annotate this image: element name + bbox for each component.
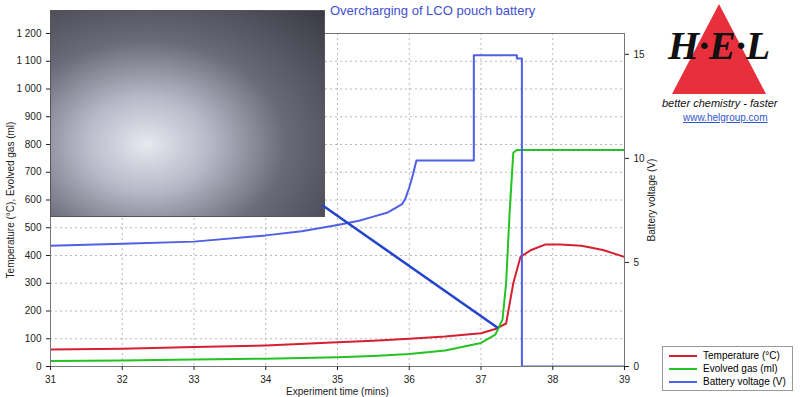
svg-text:1 000: 1 000 <box>16 83 41 94</box>
svg-text:15: 15 <box>634 49 646 60</box>
svg-text:0: 0 <box>36 361 42 372</box>
svg-text:36: 36 <box>404 374 416 385</box>
svg-text:5: 5 <box>634 257 640 268</box>
svg-text:Experiment time (mins): Experiment time (mins) <box>286 386 389 397</box>
svg-text:34: 34 <box>260 374 272 385</box>
html-text:better chemistry - faster: better chemistry - faster <box>662 97 778 109</box>
svg-text:600: 600 <box>25 194 42 205</box>
svg-text:0: 0 <box>634 361 640 372</box>
svg-text:900: 900 <box>25 111 42 122</box>
svg-text:200: 200 <box>25 305 42 316</box>
html-text:Overcharging of LCO pouch batt: Overcharging of LCO pouch battery <box>330 3 536 18</box>
html-text:Temperature (°C): Temperature (°C) <box>703 350 780 361</box>
svg-text:32: 32 <box>117 374 129 385</box>
svg-text:Temperature (°C), Evolved gas: Temperature (°C), Evolved gas (ml) <box>5 122 16 279</box>
svg-text:1 200: 1 200 <box>16 28 41 39</box>
svg-text:700: 700 <box>25 166 42 177</box>
svg-text:300: 300 <box>25 277 42 288</box>
svg-text:1 100: 1 100 <box>16 55 41 66</box>
html-text:www.helgroup.com: www.helgroup.com <box>683 112 768 123</box>
html-text:Battery voltage (V): Battery voltage (V) <box>703 376 786 387</box>
svg-text:37: 37 <box>475 374 487 385</box>
html-text:Evolved gas (ml): Evolved gas (ml) <box>703 363 778 374</box>
svg-text:33: 33 <box>188 374 200 385</box>
svg-text:400: 400 <box>25 250 42 261</box>
svg-text:35: 35 <box>332 374 344 385</box>
svg-text:500: 500 <box>25 222 42 233</box>
svg-text:100: 100 <box>25 333 42 344</box>
svg-text:10: 10 <box>634 153 646 164</box>
html-text:H·E·L: H·E·L <box>668 23 771 68</box>
svg-text:38: 38 <box>547 374 559 385</box>
svg-text:Battery voltage (V): Battery voltage (V) <box>646 159 657 242</box>
svg-text:39: 39 <box>619 374 631 385</box>
svg-text:31: 31 <box>45 374 57 385</box>
svg-text:800: 800 <box>25 139 42 150</box>
